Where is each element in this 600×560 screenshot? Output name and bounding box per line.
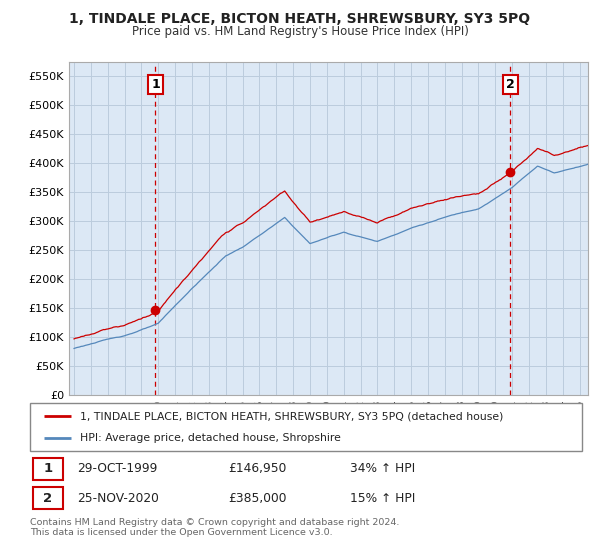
FancyBboxPatch shape — [33, 487, 63, 510]
Text: 2: 2 — [506, 78, 515, 91]
Text: 1, TINDALE PLACE, BICTON HEATH, SHREWSBURY, SY3 5PQ (detached house): 1, TINDALE PLACE, BICTON HEATH, SHREWSBU… — [80, 411, 503, 421]
Text: 15% ↑ HPI: 15% ↑ HPI — [350, 492, 416, 505]
Text: Price paid vs. HM Land Registry's House Price Index (HPI): Price paid vs. HM Land Registry's House … — [131, 25, 469, 38]
Text: 1: 1 — [151, 78, 160, 91]
Text: 1, TINDALE PLACE, BICTON HEATH, SHREWSBURY, SY3 5PQ: 1, TINDALE PLACE, BICTON HEATH, SHREWSBU… — [70, 12, 530, 26]
Text: 29-OCT-1999: 29-OCT-1999 — [77, 463, 157, 475]
FancyBboxPatch shape — [33, 458, 63, 480]
Text: 34% ↑ HPI: 34% ↑ HPI — [350, 463, 415, 475]
Text: Contains HM Land Registry data © Crown copyright and database right 2024.
This d: Contains HM Land Registry data © Crown c… — [30, 518, 400, 538]
Text: £146,950: £146,950 — [229, 463, 287, 475]
Text: HPI: Average price, detached house, Shropshire: HPI: Average price, detached house, Shro… — [80, 433, 341, 443]
Text: 2: 2 — [43, 492, 53, 505]
Text: £385,000: £385,000 — [229, 492, 287, 505]
FancyBboxPatch shape — [30, 403, 582, 451]
Text: 25-NOV-2020: 25-NOV-2020 — [77, 492, 159, 505]
Text: 1: 1 — [43, 463, 53, 475]
